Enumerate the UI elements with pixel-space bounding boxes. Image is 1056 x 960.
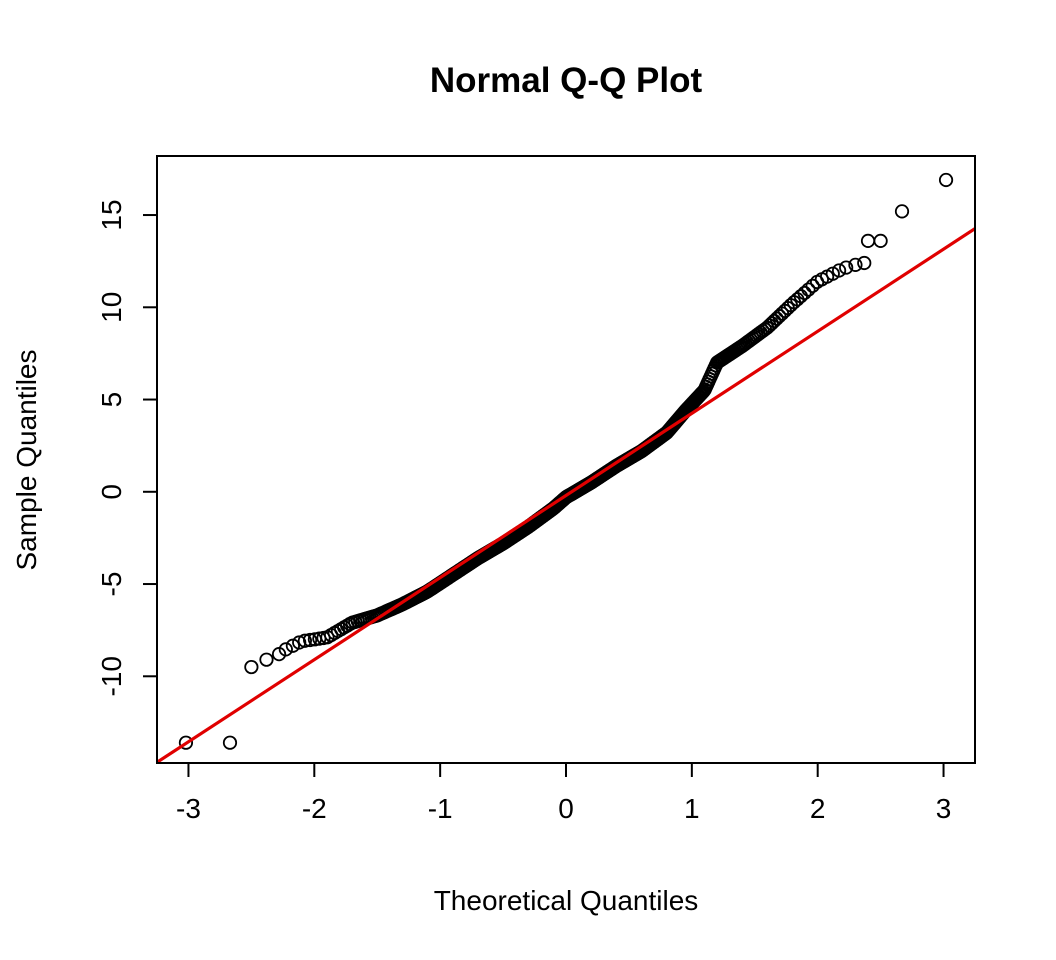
- x-tick-label: -3: [176, 793, 201, 824]
- data-points: [178, 172, 954, 750]
- data-point: [848, 257, 863, 272]
- x-tick-label: 3: [936, 793, 952, 824]
- data-point: [938, 172, 954, 188]
- data-point: [222, 735, 238, 750]
- x-tick-label: 0: [558, 793, 574, 824]
- data-point: [894, 204, 910, 219]
- y-tick-label: 0: [96, 484, 127, 500]
- x-tick-label: 2: [810, 793, 826, 824]
- data-point: [801, 282, 816, 297]
- x-axis-label: Theoretical Quantiles: [434, 885, 699, 916]
- plot-frame: [156, 155, 976, 764]
- reference-line: [157, 227, 975, 763]
- data-point: [797, 285, 812, 301]
- data-point: [244, 659, 259, 675]
- data-point: [259, 652, 274, 667]
- data-point: [271, 647, 287, 662]
- y-axis: -10 -5 0 5 10 15: [96, 199, 157, 697]
- data-point: [860, 233, 876, 248]
- data-point: [839, 260, 854, 275]
- data-point: [178, 735, 194, 750]
- chart-title: Normal Q-Q Plot: [430, 61, 703, 100]
- data-point: [873, 233, 888, 248]
- x-tick-label: -1: [428, 793, 453, 824]
- reference-line-layer: [157, 227, 975, 763]
- x-tick-label: 1: [684, 793, 700, 824]
- y-tick-label: 15: [96, 199, 127, 230]
- y-tick-label: -10: [96, 656, 127, 696]
- data-point: [857, 255, 872, 271]
- data-point: [764, 316, 779, 331]
- y-tick-label: 5: [96, 392, 127, 408]
- data-point: [767, 313, 782, 329]
- y-axis-label: Sample Quantiles: [11, 349, 42, 570]
- x-tick-label: -2: [302, 793, 327, 824]
- data-point: [831, 263, 847, 278]
- data-point: [297, 633, 312, 648]
- y-tick-label: 10: [96, 292, 127, 323]
- x-axis: -3 -2 -1 0 1 2 3: [176, 763, 951, 824]
- data-point: [805, 278, 820, 293]
- y-tick-label: -5: [96, 572, 127, 597]
- data-point: [302, 632, 318, 648]
